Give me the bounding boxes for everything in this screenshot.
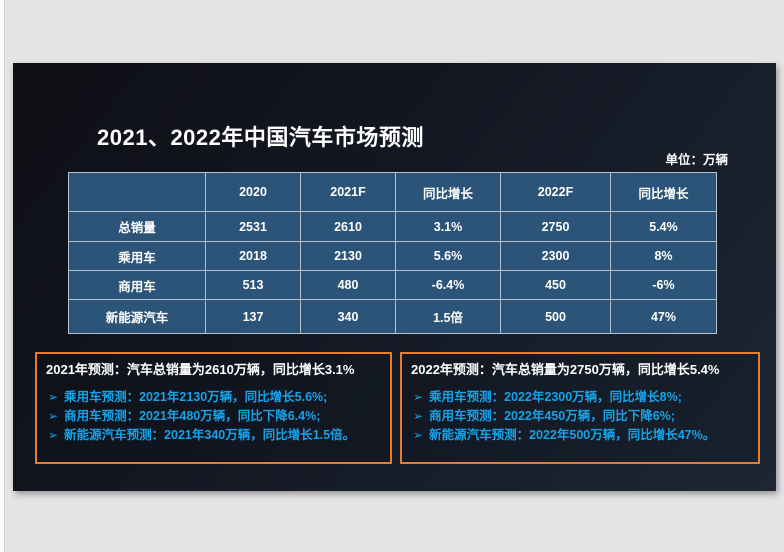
forecast-box-2021-heading: 2021年预测：汽车总销量为2610万辆，同比增长3.1% — [46, 362, 355, 377]
slide-title: 2021、2022年中国汽车市场预测 — [97, 125, 424, 150]
bullet-text: 新能源汽车预测：2021年340万辆，同比增长1.5倍。 — [64, 428, 356, 442]
cell-value: 137 — [205, 299, 301, 334]
cell-value: 340 — [300, 299, 396, 334]
window-left-edge — [0, 0, 5, 552]
row-label: 新能源汽车 — [68, 299, 206, 334]
table-header-row: 2020 2021F 同比增长 2022F 同比增长 — [68, 172, 717, 212]
cell-value: 513 — [205, 270, 301, 300]
column-header-2021f: 2021F — [300, 172, 396, 212]
bullet-line: ➢ 新能源汽车预测：2022年500万辆，同比增长47%。 — [411, 426, 748, 445]
column-header-2022f: 2022F — [500, 172, 611, 212]
cell-value: 8% — [610, 241, 717, 271]
arrow-bullet-icon: ➢ — [413, 390, 424, 404]
bullet-text: 乘用车预测：2021年2130万辆，同比增长5.6%; — [64, 390, 328, 404]
row-label: 乘用车 — [68, 241, 206, 271]
unit-label: 单位：万辆 — [665, 153, 728, 167]
cell-value: 500 — [500, 299, 611, 334]
row-label: 商用车 — [68, 270, 206, 300]
cell-value: 2300 — [500, 241, 611, 271]
forecast-table: 2020 2021F 同比增长 2022F 同比增长 总销量 2531 2610… — [68, 172, 717, 334]
arrow-bullet-icon: ➢ — [48, 390, 59, 404]
forecast-box-2022-heading: 2022年预测：汽车总销量为2750万辆，同比增长5.4% — [411, 362, 720, 377]
forecast-box-2021: 2021年预测：汽车总销量为2610万辆，同比增长3.1% ➢ 乘用车预测：202… — [35, 352, 392, 464]
table-row-passenger-vehicles: 乘用车 2018 2130 5.6% 2300 8% — [68, 241, 717, 271]
arrow-bullet-icon: ➢ — [413, 409, 424, 423]
bullet-text: 新能源汽车预测：2022年500万辆，同比增长47%。 — [429, 428, 716, 442]
cell-value: 2130 — [300, 241, 396, 271]
bullet-line: ➢ 乘用车预测：2021年2130万辆，同比增长5.6%; — [46, 388, 380, 407]
cell-value: 480 — [300, 270, 396, 300]
column-header-yoy-2021: 同比增长 — [395, 172, 501, 212]
cell-value: 2750 — [500, 211, 611, 242]
cell-value: 2531 — [205, 211, 301, 242]
cell-value: -6% — [610, 270, 717, 300]
cell-value: 2018 — [205, 241, 301, 271]
bullet-line: ➢ 商用车预测：2022年450万辆，同比下降6%; — [411, 407, 748, 426]
table-corner-cell — [68, 172, 206, 212]
bullet-line: ➢ 乘用车预测：2022年2300万辆，同比增长8%; — [411, 388, 748, 407]
column-header-yoy-2022: 同比增长 — [610, 172, 717, 212]
column-header-2020: 2020 — [205, 172, 301, 212]
bullet-text: 商用车预测：2021年480万辆，同比下降6.4%; — [64, 409, 321, 423]
cell-value: 2610 — [300, 211, 396, 242]
bullet-line: ➢ 新能源汽车预测：2021年340万辆，同比增长1.5倍。 — [46, 426, 380, 445]
arrow-bullet-icon: ➢ — [413, 428, 424, 442]
slide-canvas: 2021、2022年中国汽车市场预测 单位：万辆 2020 2021F 同比增长… — [13, 63, 776, 491]
cell-value: 1.5倍 — [395, 299, 501, 334]
cell-value: 5.6% — [395, 241, 501, 271]
table-row-new-energy-vehicles: 新能源汽车 137 340 1.5倍 500 47% — [68, 299, 717, 334]
cell-value: 450 — [500, 270, 611, 300]
bullet-text: 乘用车预测：2022年2300万辆，同比增长8%; — [429, 390, 682, 404]
arrow-bullet-icon: ➢ — [48, 428, 59, 442]
cell-value: 3.1% — [395, 211, 501, 242]
table-row-commercial-vehicles: 商用车 513 480 -6.4% 450 -6% — [68, 270, 717, 300]
cell-value: 5.4% — [610, 211, 717, 242]
arrow-bullet-icon: ➢ — [48, 409, 59, 423]
bullet-line: ➢ 商用车预测：2021年480万辆，同比下降6.4%; — [46, 407, 380, 426]
cell-value: 47% — [610, 299, 717, 334]
forecast-box-2022: 2022年预测：汽车总销量为2750万辆，同比增长5.4% ➢ 乘用车预测：202… — [400, 352, 760, 464]
table-row-total-sales: 总销量 2531 2610 3.1% 2750 5.4% — [68, 211, 717, 242]
bullet-text: 商用车预测：2022年450万辆，同比下降6%; — [429, 409, 675, 423]
row-label: 总销量 — [68, 211, 206, 242]
cell-value: -6.4% — [395, 270, 501, 300]
